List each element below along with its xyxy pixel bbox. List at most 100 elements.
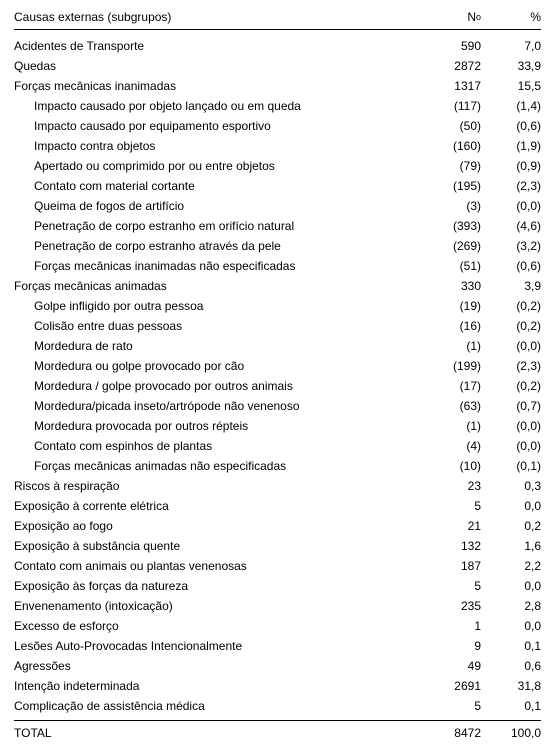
row-label: Contato com animais ou plantas venenosas: [14, 557, 421, 575]
table-row: Penetração de corpo estranho em orifício…: [14, 216, 541, 236]
table-row: Contato com animais ou plantas venenosas…: [14, 556, 541, 576]
row-n: (17): [421, 377, 481, 395]
row-label: Apertado ou comprimido por ou entre obje…: [14, 157, 421, 175]
row-n: 49: [421, 657, 481, 675]
row-label: Contato com espinhos de plantas: [14, 437, 421, 455]
table-row: Forças mecânicas inanimadas não especifi…: [14, 256, 541, 276]
row-label: Forças mecânicas inanimadas não especifi…: [14, 257, 421, 275]
row-pct: (3,2): [481, 237, 541, 255]
row-n: (4): [421, 437, 481, 455]
table-row: Riscos à respiração230,3: [14, 476, 541, 496]
row-pct: (2,3): [481, 177, 541, 195]
row-pct: 3,9: [481, 277, 541, 295]
row-label: Intenção indeterminada: [14, 677, 421, 695]
row-label: Agressões: [14, 657, 421, 675]
row-pct: (0,2): [481, 377, 541, 395]
row-n: (10): [421, 457, 481, 475]
row-n: 5: [421, 697, 481, 715]
row-label: Impacto causado por equipamento esportiv…: [14, 117, 421, 135]
row-label: Envenenamento (intoxicação): [14, 597, 421, 615]
table-row: Mordedura de rato(1)(0,0): [14, 336, 541, 356]
table-row: Impacto contra objetos(160)(1,9): [14, 136, 541, 156]
row-label: Penetração de corpo estranho em orifício…: [14, 217, 421, 235]
table-row: Penetração de corpo estranho através da …: [14, 236, 541, 256]
row-pct: 15,5: [481, 77, 541, 95]
row-n: 9: [421, 637, 481, 655]
row-pct: (0,0): [481, 437, 541, 455]
table-row: Queima de fogos de artifício(3)(0,0): [14, 196, 541, 216]
row-n: 2872: [421, 57, 481, 75]
row-n: (3): [421, 197, 481, 215]
table-row: Golpe infligido por outra pessoa(19)(0,2…: [14, 296, 541, 316]
row-pct: 31,8: [481, 677, 541, 695]
row-label: Riscos à respiração: [14, 477, 421, 495]
row-pct: 2,2: [481, 557, 541, 575]
table-row: Acidentes de Transporte5907,0: [14, 36, 541, 56]
row-label: Forças mecânicas animadas não especifica…: [14, 457, 421, 475]
row-label: Mordedura ou golpe provocado por cão: [14, 357, 421, 375]
table-row: Mordedura/picada inseto/artrópode não ve…: [14, 396, 541, 416]
total-label: TOTAL: [14, 726, 421, 740]
table-total-row: TOTAL 8472 100,0: [14, 720, 541, 740]
row-label: Colisão entre duas pessoas: [14, 317, 421, 335]
row-pct: (1,9): [481, 137, 541, 155]
table-row: Colisão entre duas pessoas(16)(0,2): [14, 316, 541, 336]
row-pct: (0,7): [481, 397, 541, 415]
row-n: (117): [421, 97, 481, 115]
row-pct: 0,1: [481, 637, 541, 655]
row-pct: (0,0): [481, 417, 541, 435]
row-label: Impacto causado por objeto lançado ou em…: [14, 97, 421, 115]
table-row: Lesões Auto-Provocadas Intencionalmente9…: [14, 636, 541, 656]
table-row: Mordedura provocada por outros répteis(1…: [14, 416, 541, 436]
row-pct: (0,6): [481, 117, 541, 135]
row-n: 590: [421, 37, 481, 55]
row-label: Forças mecânicas inanimadas: [14, 77, 421, 95]
row-pct: 1,6: [481, 537, 541, 555]
row-pct: 7,0: [481, 37, 541, 55]
table-row: Exposição à corrente elétrica50,0: [14, 496, 541, 516]
row-label: Exposição ao fogo: [14, 517, 421, 535]
row-n: (1): [421, 417, 481, 435]
table-row: Forças mecânicas inanimadas131715,5: [14, 76, 541, 96]
row-label: Penetração de corpo estranho através da …: [14, 237, 421, 255]
row-label: Golpe infligido por outra pessoa: [14, 297, 421, 315]
row-n: 235: [421, 597, 481, 615]
row-label: Mordedura de rato: [14, 337, 421, 355]
row-label: Lesões Auto-Provocadas Intencionalmente: [14, 637, 421, 655]
row-n: (19): [421, 297, 481, 315]
row-pct: 0,3: [481, 477, 541, 495]
table-row: Agressões490,6: [14, 656, 541, 676]
row-pct: 0,2: [481, 517, 541, 535]
table-row: Quedas287233,9: [14, 56, 541, 76]
table-row: Contato com material cortante(195)(2,3): [14, 176, 541, 196]
row-n: 1317: [421, 77, 481, 95]
row-pct: (0,6): [481, 257, 541, 275]
row-n: (16): [421, 317, 481, 335]
row-n: 23: [421, 477, 481, 495]
row-pct: 0,0: [481, 577, 541, 595]
row-n: (1): [421, 337, 481, 355]
row-n: (51): [421, 257, 481, 275]
row-n: (195): [421, 177, 481, 195]
header-pct: %: [481, 10, 541, 24]
table-row: Impacto causado por objeto lançado ou em…: [14, 96, 541, 116]
row-n: (50): [421, 117, 481, 135]
row-n: 5: [421, 577, 481, 595]
row-pct: 33,9: [481, 57, 541, 75]
row-label: Mordedura/picada inseto/artrópode não ve…: [14, 397, 421, 415]
row-label: Acidentes de Transporte: [14, 37, 421, 55]
row-label: Exposição à corrente elétrica: [14, 497, 421, 515]
table-header: Causas externas (subgrupos) No %: [14, 10, 541, 30]
table-row: Apertado ou comprimido por ou entre obje…: [14, 156, 541, 176]
row-pct: (0,2): [481, 317, 541, 335]
row-pct: (4,6): [481, 217, 541, 235]
row-n: (199): [421, 357, 481, 375]
table-row: Forças mecânicas animadas não especifica…: [14, 456, 541, 476]
row-n: 1: [421, 617, 481, 635]
table-row: Forças mecânicas animadas3303,9: [14, 276, 541, 296]
row-pct: (0,0): [481, 337, 541, 355]
table-row: Exposição à substância quente1321,6: [14, 536, 541, 556]
external-causes-table: Causas externas (subgrupos) No % Acident…: [14, 10, 541, 740]
row-n: 187: [421, 557, 481, 575]
row-n: 21: [421, 517, 481, 535]
